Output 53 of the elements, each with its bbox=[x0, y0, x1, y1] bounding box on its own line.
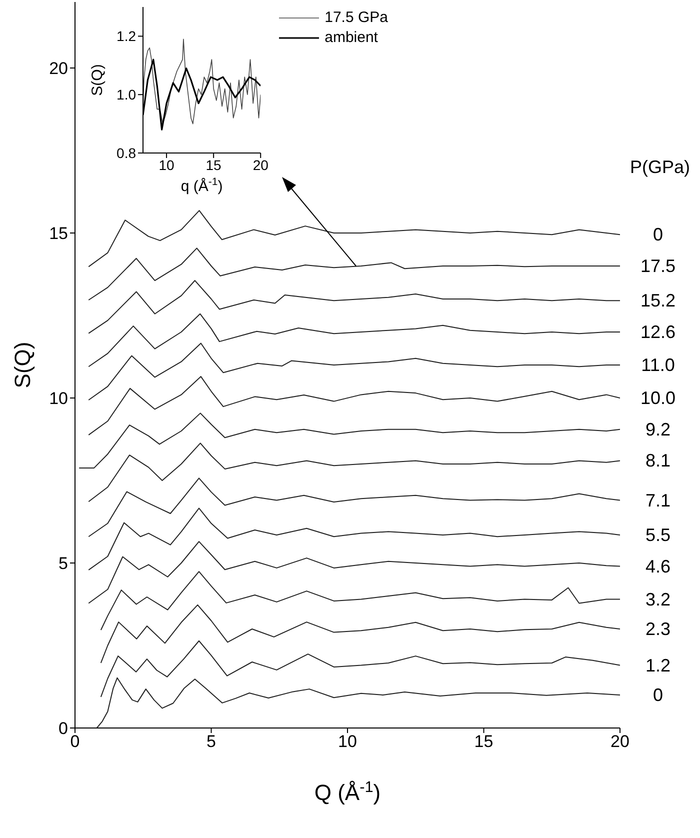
series-label: 1.2 bbox=[645, 655, 671, 676]
legend-title: P(GPa) bbox=[628, 157, 691, 178]
series-label: 3.2 bbox=[645, 589, 671, 610]
line-series bbox=[100, 571, 620, 630]
series-label: 9.2 bbox=[645, 419, 671, 440]
line-series bbox=[143, 38, 261, 124]
x-tick-label: 20 bbox=[610, 732, 630, 752]
y-tick-label: 15 bbox=[49, 224, 68, 244]
y-tick-label: 10 bbox=[49, 389, 68, 408]
line-series bbox=[88, 280, 620, 334]
y-tick-label: 1.2 bbox=[116, 28, 136, 44]
series-label: 10.0 bbox=[640, 388, 676, 408]
series-label: 12.6 bbox=[640, 322, 676, 342]
y-tick-label: 0.8 bbox=[116, 144, 136, 161]
y-tick-label: 5 bbox=[58, 554, 68, 574]
y-tick-label: 20 bbox=[49, 59, 68, 78]
series-label: 0 bbox=[652, 685, 664, 705]
line-series bbox=[88, 210, 620, 268]
series-label: 17.5 bbox=[640, 256, 676, 276]
y-tick-label: 1.0 bbox=[116, 86, 136, 103]
series-label: 7.1 bbox=[645, 490, 671, 510]
series-label: 4.6 bbox=[645, 556, 671, 576]
y-axis-title: S(Q) bbox=[10, 342, 34, 388]
line-series bbox=[78, 412, 620, 468]
line-series bbox=[88, 508, 620, 570]
x-tick-label: 5 bbox=[206, 732, 216, 752]
line-series bbox=[88, 342, 620, 400]
line-series bbox=[96, 677, 620, 728]
series-label: 11.0 bbox=[641, 355, 675, 375]
x-tick-label: 10 bbox=[338, 732, 357, 752]
line-series bbox=[100, 604, 620, 664]
line-series bbox=[88, 541, 620, 604]
x-tick-label: 10 bbox=[158, 156, 175, 173]
y-axis-title: S(Q) bbox=[88, 64, 106, 96]
legend-label: ambient bbox=[324, 28, 378, 48]
line-series bbox=[88, 478, 620, 538]
x-tick-label: 15 bbox=[206, 156, 222, 173]
y-tick-label: 0 bbox=[58, 719, 68, 738]
series-label: 15.2 bbox=[640, 290, 676, 311]
series-label: 8.1 bbox=[645, 450, 671, 471]
line-series bbox=[88, 442, 620, 502]
x-tick-label: 20 bbox=[252, 156, 269, 173]
x-axis-title: Q (Å$^{-1}$) bbox=[314, 778, 381, 805]
line-series bbox=[88, 313, 620, 368]
series-label: 0 bbox=[652, 224, 664, 245]
line-series bbox=[88, 376, 620, 436]
x-axis-title: q (Å$^{-1}$) bbox=[180, 176, 223, 195]
x-tick-label: 15 bbox=[474, 732, 494, 752]
line-series bbox=[88, 248, 620, 300]
legend-label: 17.5 GPa bbox=[324, 8, 388, 28]
series-label: 5.5 bbox=[645, 524, 671, 545]
series-label: 2.3 bbox=[645, 619, 671, 639]
line-series bbox=[100, 640, 620, 698]
